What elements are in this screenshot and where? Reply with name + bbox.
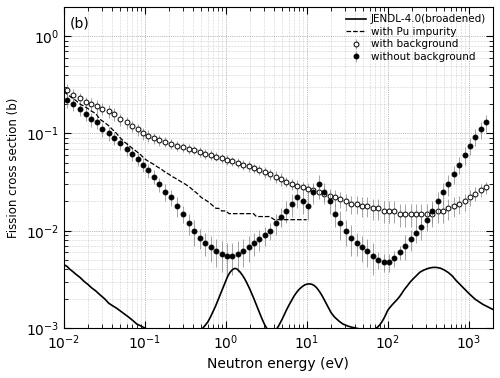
with Pu impurity [280, 217, 285, 222]
with Pu impurity [282, 217, 288, 222]
JENDL-4.0(broadened) [182, 335, 188, 339]
X-axis label: Neutron energy (eV): Neutron energy (eV) [208, 357, 350, 371]
with Pu impurity [102, 120, 107, 125]
JENDL-4.0(broadened) [490, 307, 496, 312]
Legend: JENDL-4.0(broadened), with Pu impurity, with background, without background: JENDL-4.0(broadened), with Pu impurity, … [344, 12, 488, 64]
Line: JENDL-4.0(broadened): JENDL-4.0(broadened) [64, 265, 493, 337]
JENDL-4.0(broadened) [282, 312, 288, 317]
Y-axis label: Fission cross section (b): Fission cross section (b) [7, 97, 20, 238]
JENDL-4.0(broadened) [204, 320, 210, 324]
JENDL-4.0(broadened) [217, 293, 223, 297]
Line: with Pu impurity: with Pu impurity [64, 91, 306, 220]
JENDL-4.0(broadened) [307, 282, 313, 286]
JENDL-4.0(broadened) [60, 262, 66, 267]
with Pu impurity [60, 89, 66, 94]
with Pu impurity [151, 162, 157, 167]
with Pu impurity [130, 146, 136, 151]
with Pu impurity [304, 217, 310, 222]
JENDL-4.0(broadened) [126, 315, 132, 319]
Text: (b): (b) [70, 17, 90, 31]
JENDL-4.0(broadened) [202, 324, 207, 328]
with Pu impurity [213, 206, 219, 211]
with Pu impurity [272, 217, 278, 222]
